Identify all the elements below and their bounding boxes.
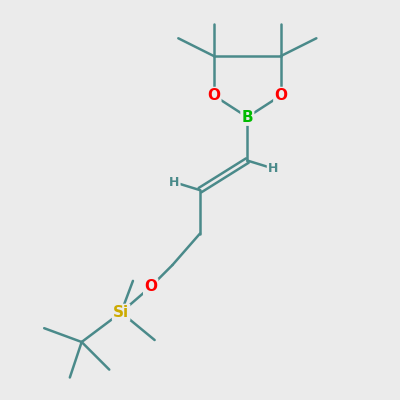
- Text: H: H: [268, 162, 278, 175]
- Text: H: H: [169, 176, 180, 189]
- Text: O: O: [274, 88, 287, 103]
- Text: B: B: [242, 110, 253, 125]
- Text: O: O: [207, 88, 220, 103]
- Text: Si: Si: [113, 305, 129, 320]
- Text: O: O: [144, 279, 157, 294]
